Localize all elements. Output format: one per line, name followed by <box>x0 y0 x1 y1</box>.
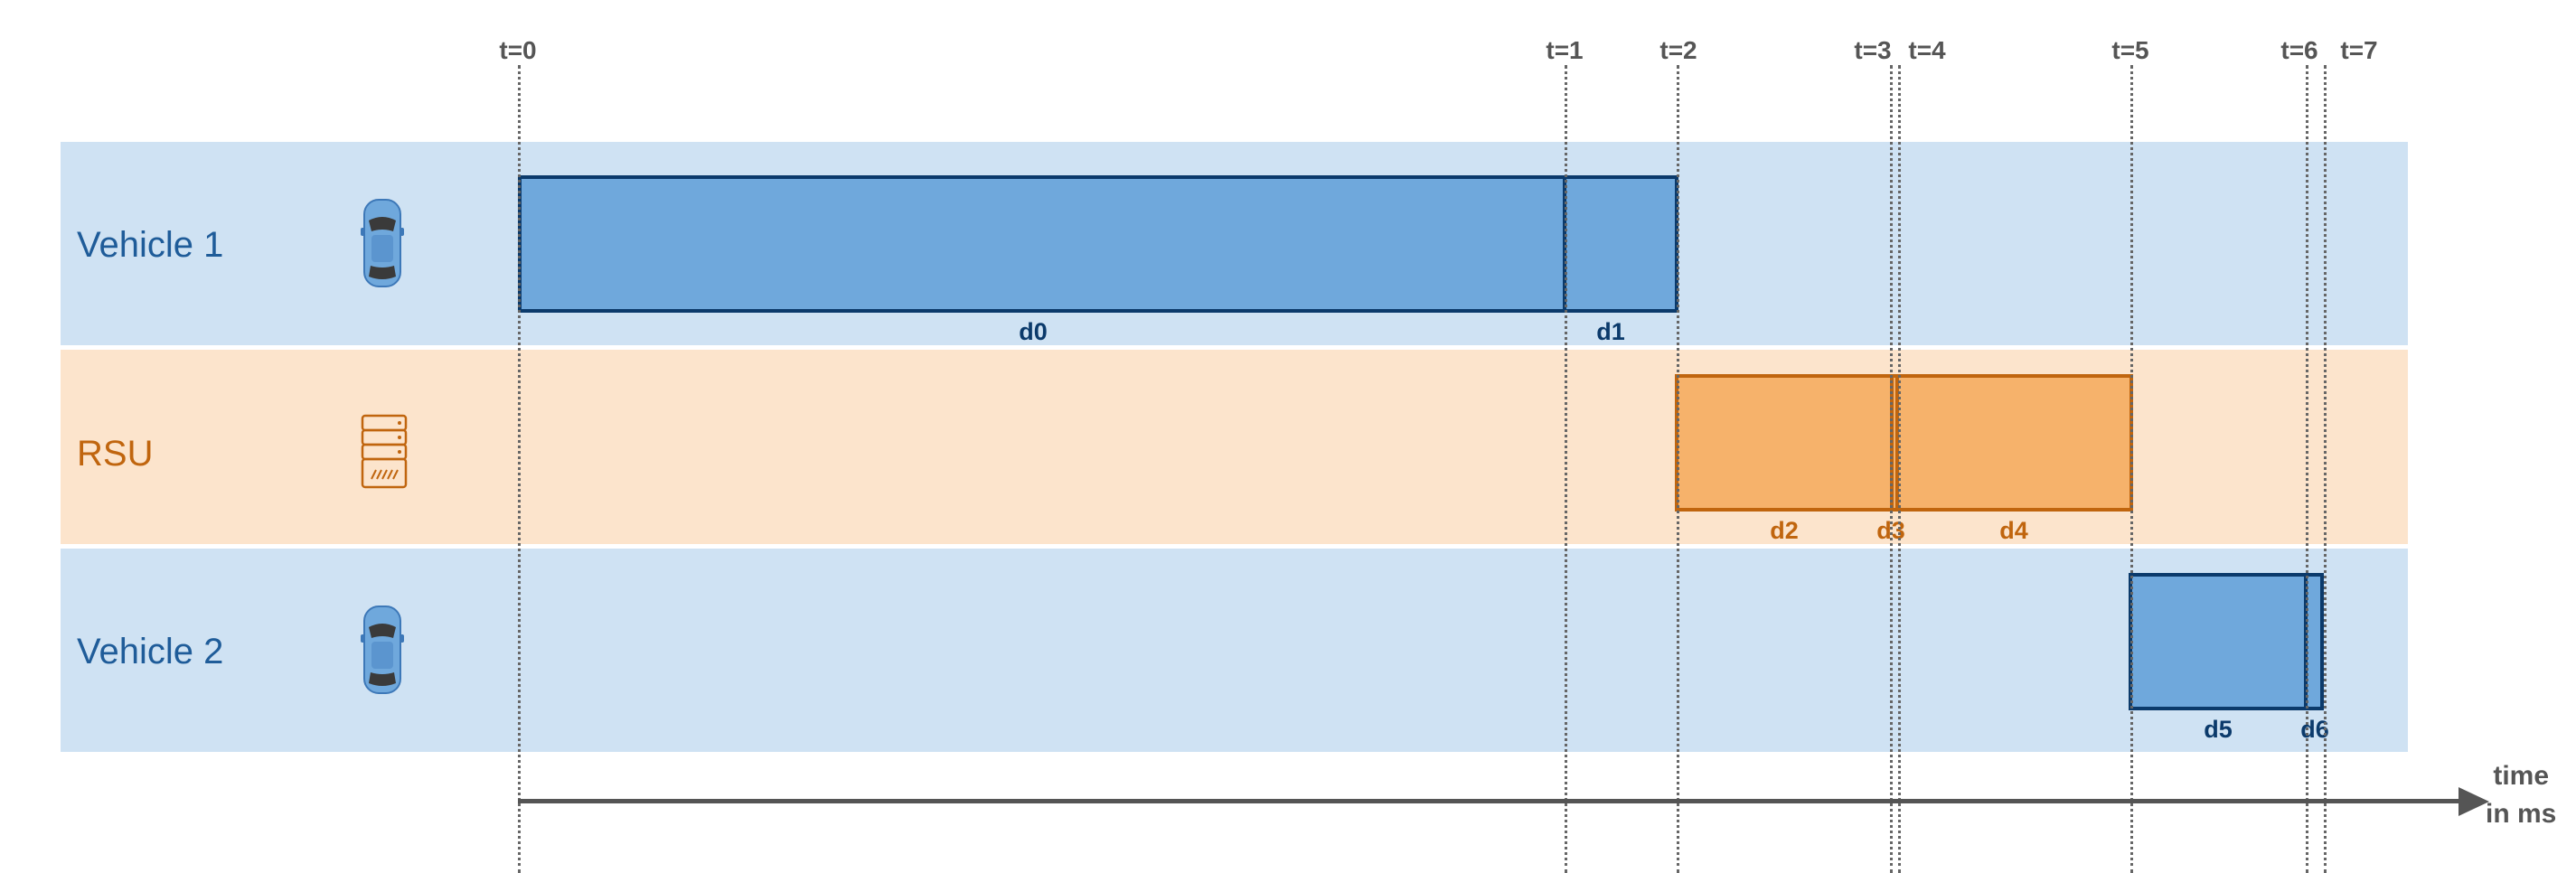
car-icon <box>361 605 404 694</box>
time-marker-label: t=4 <box>1908 36 1946 64</box>
segment-label-d4: d4 <box>1999 517 2028 544</box>
time-marker-line <box>1898 65 1901 873</box>
time-marker-label: t=0 <box>499 36 537 64</box>
time-marker-label: t=7 <box>2340 36 2378 64</box>
time-axis <box>518 799 2461 803</box>
time-marker-label: t=6 <box>2280 36 2318 64</box>
segment-label-d1: d1 <box>1596 318 1625 345</box>
time-marker-line <box>1677 65 1679 873</box>
time-marker-label: t=5 <box>2111 36 2149 64</box>
axis-title-line2: in ms <box>2486 799 2557 829</box>
axis-title: time in ms <box>2486 757 2556 833</box>
time-marker-line <box>2130 65 2133 873</box>
time-marker-line <box>2324 65 2327 873</box>
segment-label-d5: d5 <box>2204 716 2233 743</box>
segment-label-d2: d2 <box>1770 517 1799 544</box>
segment-d5 <box>2129 573 2308 710</box>
time-marker-line <box>1565 65 1567 873</box>
segment-label-d0: d0 <box>1019 318 1048 345</box>
arrow-right-icon <box>2458 787 2489 816</box>
server-icon <box>361 414 408 489</box>
segment-d0 <box>518 175 1566 313</box>
time-marker-label: t=3 <box>1854 36 1892 64</box>
lane-label-rsu: RSU <box>77 434 154 474</box>
axis-title-line1: time <box>2493 761 2550 791</box>
segment-d4 <box>1895 374 2133 512</box>
lane-vehicle-2 <box>61 549 2408 752</box>
time-marker-label: t=1 <box>1546 36 1584 64</box>
time-marker-line <box>2306 65 2308 873</box>
lane-label-vehicle-2: Vehicle 2 <box>77 632 224 671</box>
time-marker-label: t=2 <box>1659 36 1697 64</box>
car-icon <box>361 199 404 287</box>
segment-d1 <box>1563 175 1678 313</box>
segment-d2 <box>1675 374 1894 512</box>
time-marker-line <box>518 65 521 873</box>
time-marker-line <box>1890 65 1893 873</box>
lane-label-vehicle-1: Vehicle 1 <box>77 225 224 265</box>
